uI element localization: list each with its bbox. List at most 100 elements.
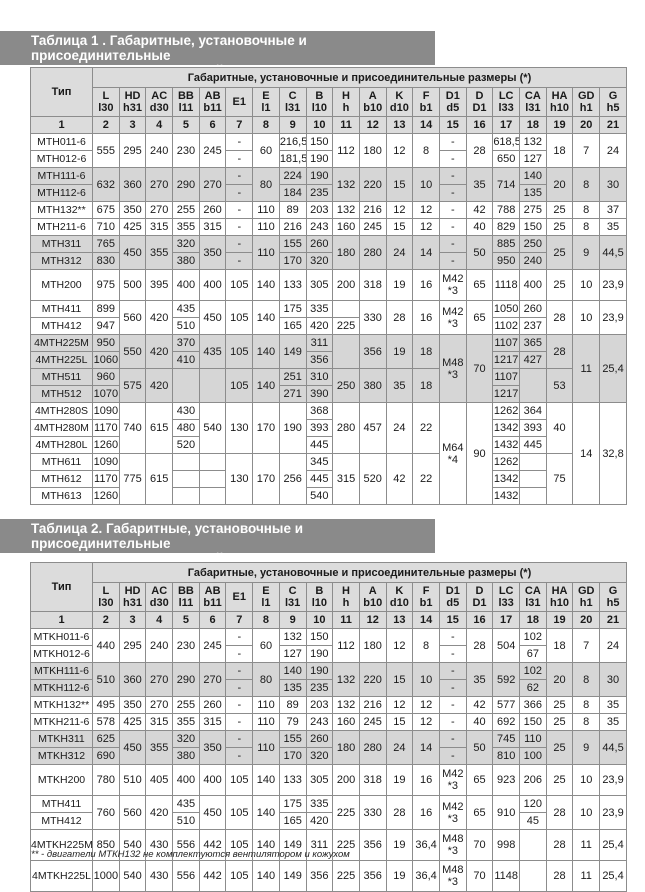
value-cell: 25 xyxy=(545,713,574,731)
value-cell: 540 xyxy=(118,860,147,892)
value-cell: 335 xyxy=(305,795,334,813)
column-number: 7 xyxy=(225,116,254,134)
value-cell: 450 xyxy=(118,235,147,270)
value-cell: 170 xyxy=(278,252,307,270)
column-header-gd: GD h1 xyxy=(572,87,601,117)
value-cell: 15 xyxy=(385,713,414,731)
column-number: 18 xyxy=(519,611,547,629)
value-cell: 714 xyxy=(492,167,520,202)
motor-type-cell: MTH412 xyxy=(30,812,93,830)
value-cell: 1432 xyxy=(492,436,520,454)
value-cell: 356 xyxy=(305,351,334,369)
value-cell: 45 xyxy=(519,812,547,830)
table-row: MTH611 1090 775 615 130 170 256 345 315 520 42 22 12… xyxy=(30,453,627,505)
column-number: 12 xyxy=(358,611,387,629)
value-cell: 170 xyxy=(278,747,307,765)
column-number: 4 xyxy=(145,116,174,134)
column-number: 3 xyxy=(118,611,147,629)
value-cell: 110 xyxy=(252,201,280,219)
value-cell: 260 xyxy=(305,730,334,748)
value-cell: 225 xyxy=(332,317,360,335)
header-row: Тип Габаритные, установочные и присоедини… xyxy=(30,67,627,117)
value-cell: 270 xyxy=(145,696,174,714)
value-cell: 390 xyxy=(305,385,334,403)
value-cell: 79 xyxy=(278,713,307,731)
motor-type-cell: MTH012-6 xyxy=(30,150,93,168)
column-code: l31 xyxy=(525,102,541,114)
value-cell: 11 xyxy=(572,829,601,861)
column-code: d5 xyxy=(446,597,460,609)
column-number: 17 xyxy=(492,116,520,134)
value-cell xyxy=(332,334,360,369)
value-cell: 16 xyxy=(412,300,440,335)
value-cell: 245 xyxy=(198,133,227,168)
value-cell: 420 xyxy=(145,334,174,369)
motor-type-cell: MTKH012-6 xyxy=(30,645,93,663)
value-cell: 15 xyxy=(385,218,414,236)
column-symbol: H xyxy=(342,89,350,102)
table-row: MTKH311 625 450 355 320 350-110 155 260 180 280 24… xyxy=(30,730,627,765)
value-cell: 80 xyxy=(252,662,280,697)
value-cell: 110 xyxy=(252,218,280,236)
value-cell: 105 xyxy=(225,764,254,796)
value-cell: 120 xyxy=(519,795,547,813)
value-cell: 105 xyxy=(225,829,254,861)
value-cell: 140 xyxy=(252,764,280,796)
motor-type-cell: MTH612 xyxy=(30,470,93,488)
value-cell: 237 xyxy=(519,317,547,335)
value-cell: 740 xyxy=(118,402,147,454)
column-code: l11 xyxy=(178,597,194,609)
value-cell: 110 xyxy=(252,696,280,714)
value-cell: 10 xyxy=(572,269,601,301)
value-cell: 160 xyxy=(332,713,360,731)
value-cell: 180 xyxy=(358,628,387,663)
value-cell: - xyxy=(225,645,254,663)
value-cell: 675 xyxy=(92,201,120,219)
motor-type-cell: 4MTH280M xyxy=(30,419,93,437)
value-cell: 110 xyxy=(252,713,280,731)
value-cell: 135 xyxy=(519,184,547,202)
column-number: 14 xyxy=(412,116,440,134)
value-cell: 216 xyxy=(278,218,307,236)
value-cell: 290 xyxy=(172,662,200,697)
value-cell: 225 xyxy=(332,860,360,892)
value-cell: M48 *3 xyxy=(438,829,467,861)
value-cell: 224 xyxy=(278,167,307,185)
value-cell: 427 xyxy=(519,351,547,369)
value-cell: 132 xyxy=(332,201,360,219)
value-cell: 24 xyxy=(599,628,627,663)
value-cell: 19 xyxy=(385,764,414,796)
value-cell: 445 xyxy=(305,436,334,454)
column-symbol: C xyxy=(288,584,297,597)
value-cell: 230 xyxy=(172,628,200,663)
value-cell xyxy=(332,300,360,318)
value-cell: 112 xyxy=(332,133,360,168)
value-cell: 40 xyxy=(545,402,574,454)
column-header-e1: E1 xyxy=(225,87,254,117)
column-code: l33 xyxy=(498,597,514,609)
value-cell: 42 xyxy=(465,696,494,714)
value-cell: 910 xyxy=(492,795,520,830)
value-cell: 8 xyxy=(572,201,601,219)
column-code: h31 xyxy=(123,102,143,114)
value-cell: 345 xyxy=(305,453,334,471)
value-cell: 14 xyxy=(412,235,440,270)
value-cell: 330 xyxy=(358,795,387,830)
value-cell: 135 xyxy=(278,679,307,697)
value-cell: 260 xyxy=(198,696,227,714)
value-cell: 305 xyxy=(305,269,334,301)
column-number: 16 xyxy=(465,611,494,629)
value-cell: - xyxy=(438,201,467,219)
column-symbol: D xyxy=(475,584,484,597)
value-cell: 1432 xyxy=(492,487,520,505)
value-cell: 133 xyxy=(278,269,307,301)
value-cell: 690 xyxy=(92,747,120,765)
value-cell: 140 xyxy=(252,334,280,369)
value-cell: 150 xyxy=(519,713,547,731)
value-cell: 175 xyxy=(278,795,307,813)
value-cell: 450 xyxy=(118,730,147,765)
column-header-d: D D1 xyxy=(465,582,494,612)
column-number: 1 xyxy=(30,116,93,134)
value-cell: 28 xyxy=(545,829,574,861)
column-code: h xyxy=(342,597,350,609)
